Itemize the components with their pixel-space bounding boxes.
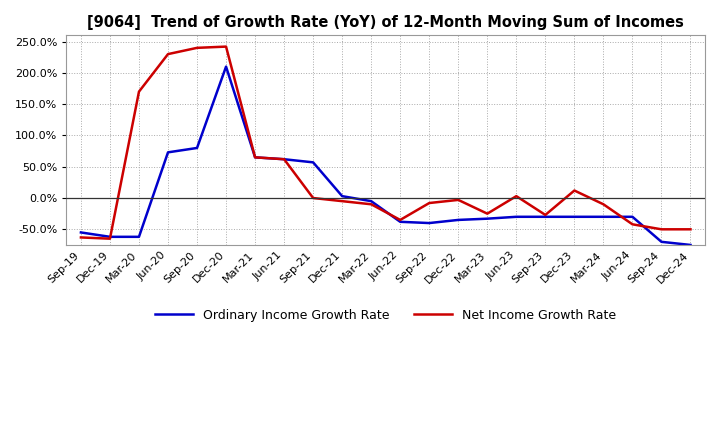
Ordinary Income Growth Rate [396,219,405,224]
Net Income Growth Rate [512,194,521,199]
Net Income Growth Rate [135,89,143,94]
Net Income Growth Rate [251,155,259,160]
Ordinary Income Growth Rate [628,214,636,220]
Net Income Growth Rate [338,198,346,204]
Legend: Ordinary Income Growth Rate, Net Income Growth Rate: Ordinary Income Growth Rate, Net Income … [150,304,621,327]
Net Income Growth Rate [396,217,405,223]
Ordinary Income Growth Rate [135,234,143,239]
Line: Ordinary Income Growth Rate: Ordinary Income Growth Rate [81,66,690,245]
Ordinary Income Growth Rate [541,214,549,220]
Ordinary Income Growth Rate [483,216,492,221]
Ordinary Income Growth Rate [599,214,608,220]
Net Income Growth Rate [76,235,85,240]
Net Income Growth Rate [367,202,376,207]
Ordinary Income Growth Rate [367,198,376,204]
Ordinary Income Growth Rate [163,150,172,155]
Net Income Growth Rate [222,44,230,49]
Net Income Growth Rate [570,188,579,193]
Ordinary Income Growth Rate [570,214,579,220]
Ordinary Income Growth Rate [425,220,433,226]
Ordinary Income Growth Rate [338,194,346,199]
Net Income Growth Rate [193,45,202,51]
Ordinary Income Growth Rate [106,234,114,239]
Ordinary Income Growth Rate [193,145,202,150]
Ordinary Income Growth Rate [454,217,462,223]
Ordinary Income Growth Rate [512,214,521,220]
Ordinary Income Growth Rate [76,230,85,235]
Net Income Growth Rate [628,222,636,227]
Net Income Growth Rate [280,157,289,162]
Net Income Growth Rate [425,200,433,205]
Line: Net Income Growth Rate: Net Income Growth Rate [81,47,690,238]
Net Income Growth Rate [163,51,172,57]
Net Income Growth Rate [541,212,549,217]
Net Income Growth Rate [309,195,318,201]
Title: [9064]  Trend of Growth Rate (YoY) of 12-Month Moving Sum of Incomes: [9064] Trend of Growth Rate (YoY) of 12-… [87,15,684,30]
Net Income Growth Rate [599,202,608,207]
Net Income Growth Rate [657,227,666,232]
Ordinary Income Growth Rate [657,239,666,245]
Ordinary Income Growth Rate [309,160,318,165]
Ordinary Income Growth Rate [222,64,230,69]
Net Income Growth Rate [686,227,695,232]
Ordinary Income Growth Rate [686,242,695,248]
Net Income Growth Rate [106,236,114,241]
Ordinary Income Growth Rate [280,157,289,162]
Ordinary Income Growth Rate [251,155,259,160]
Net Income Growth Rate [483,211,492,216]
Net Income Growth Rate [454,197,462,202]
